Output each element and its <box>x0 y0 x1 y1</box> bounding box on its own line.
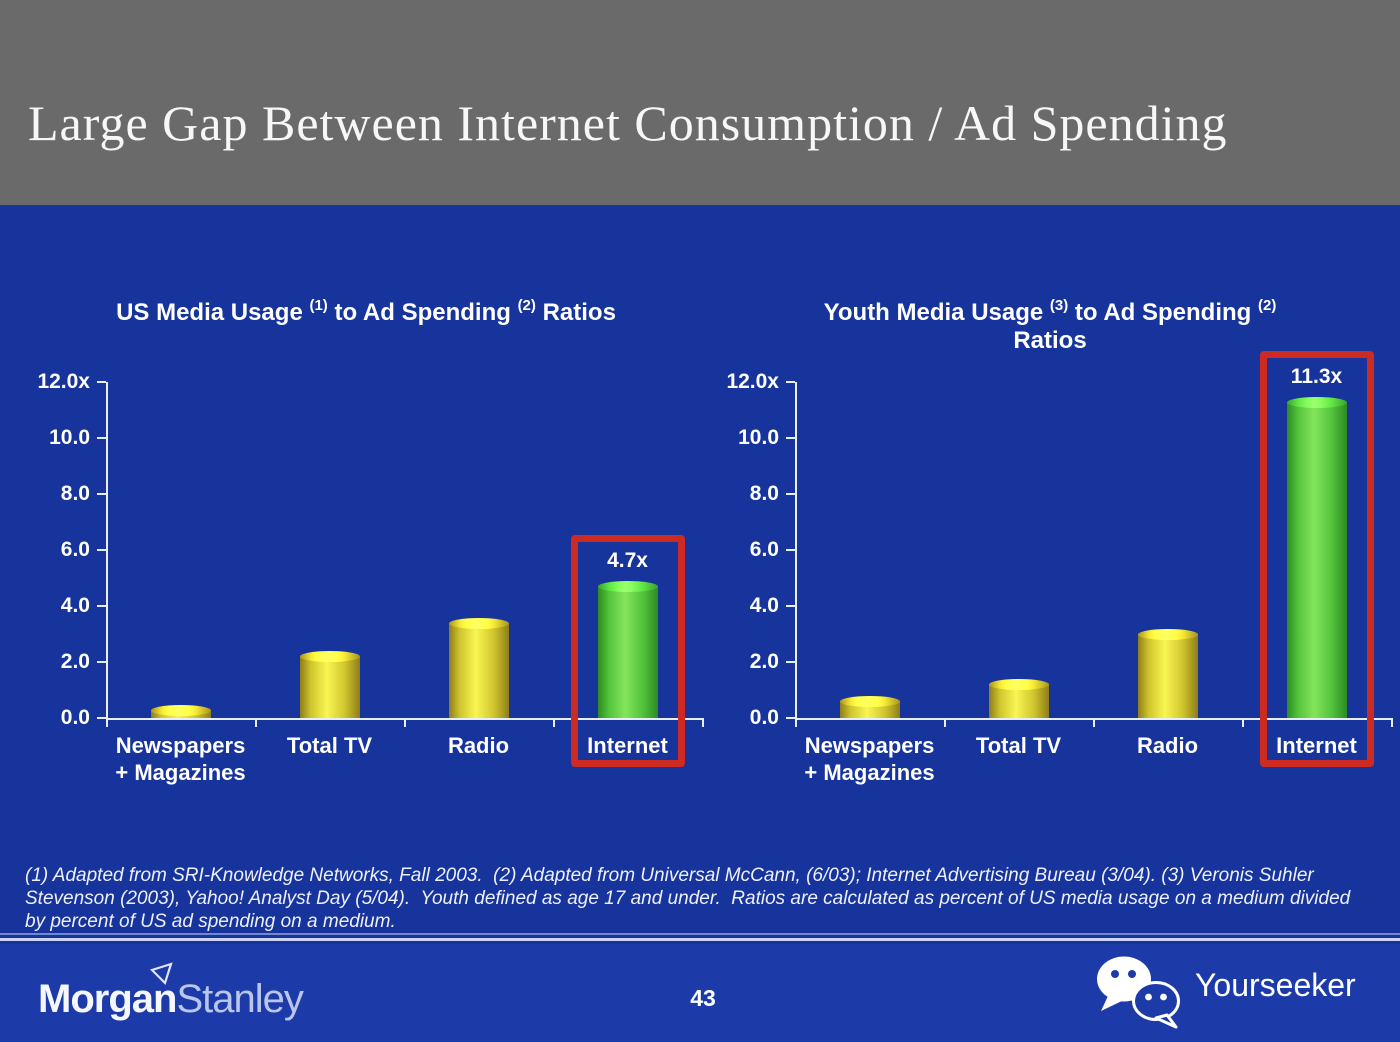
bar-newspapers-magazines <box>839 701 900 718</box>
separator-line-thick <box>0 938 1400 941</box>
slide-header: Large Gap Between Internet Consumption /… <box>0 0 1400 205</box>
bar-value-label: 4.7x <box>607 549 648 573</box>
chart-title-text: Ratios <box>535 299 616 326</box>
bar-radio <box>448 622 509 718</box>
bar-total-tv <box>299 656 360 718</box>
y-axis-tick-label: 10.0 <box>738 426 779 449</box>
chart-title-superscript: (3) <box>1049 297 1069 314</box>
chart-title-text: US Media Usage <box>116 299 310 326</box>
y-axis-tick-label: 12.0x <box>726 370 779 393</box>
footnote-line-3: by percent of US ad spending on a medium… <box>25 911 396 932</box>
y-axis-tick-label: 12.0x <box>37 370 90 393</box>
highlight-box <box>1259 350 1374 767</box>
y-axis-tick-label: 8.0 <box>749 482 779 505</box>
y-axis-tick <box>97 661 106 663</box>
x-axis-tick <box>553 718 555 727</box>
chart-title-superscript: (2) <box>1258 297 1277 314</box>
morgan-stanley-logo: MorganStanley <box>38 962 304 1022</box>
chart-title: US Media Usage (1) to Ad Spending (2) Ra… <box>26 292 706 328</box>
x-axis-tick <box>1093 718 1095 727</box>
chart-title-text: Youth Media Usage <box>823 299 1050 326</box>
x-axis-tick <box>1391 718 1393 727</box>
y-axis-tick <box>786 717 795 719</box>
y-axis-tick-label: 0.0 <box>60 706 90 729</box>
y-axis-tick <box>786 605 795 607</box>
brand: Yourseeker <box>1095 944 1385 1034</box>
category-label: Newspapers + Magazines <box>804 733 935 785</box>
y-axis-tick-label: 6.0 <box>749 538 779 561</box>
category-label: Newspapers + Magazines <box>115 733 246 785</box>
logo-morgan: Morgan <box>38 977 177 1021</box>
category-label: Internet <box>587 733 668 758</box>
brand-name: Yourseeker <box>1195 967 1356 1003</box>
category-label: Total TV <box>286 733 373 758</box>
y-axis-tick <box>786 381 795 383</box>
x-axis-tick <box>944 718 946 727</box>
chart-title: Youth Media Usage (3) to Ad Spending (2) <box>710 292 1390 328</box>
y-axis-tick <box>97 437 106 439</box>
chart-title-text: to Ad Spending <box>1068 299 1258 326</box>
y-axis-tick <box>97 605 106 607</box>
category-label: Radio <box>447 733 510 758</box>
y-axis-tick-label: 10.0 <box>49 426 90 449</box>
slide-title: Large Gap Between Internet Consumption /… <box>28 95 1228 151</box>
category-label: Radio <box>1136 733 1199 758</box>
footnote-line-2: Stevenson (2003), Yahoo! Analyst Day (5/… <box>25 888 1351 909</box>
x-axis-tick <box>106 718 108 727</box>
footnote-line-1: (1) Adapted from SRI-Knowledge Networks,… <box>25 865 1314 886</box>
y-axis-line <box>795 382 797 718</box>
x-axis-tick <box>1242 718 1244 727</box>
y-axis-tick-label: 8.0 <box>60 482 90 505</box>
highlight-box <box>570 535 685 767</box>
y-axis-tick <box>97 381 106 383</box>
bar-radio <box>1137 634 1198 718</box>
chart-title-superscript: (2) <box>517 297 536 314</box>
bar-newspapers-magazines <box>150 709 211 718</box>
y-axis-tick-label: 4.0 <box>60 594 90 617</box>
logo-stanley: Stanley <box>176 977 303 1021</box>
x-axis-tick <box>795 718 797 727</box>
chart-title-line2: Ratios <box>1013 327 1087 354</box>
y-axis-tick-label: 2.0 <box>60 650 90 673</box>
wechat-icon <box>1097 956 1180 1029</box>
y-axis-tick-label: 2.0 <box>749 650 779 673</box>
bar-value-label: 11.3x <box>1290 364 1343 388</box>
category-label: Total TV <box>975 733 1062 758</box>
y-axis-tick <box>786 661 795 663</box>
chart-title-text: to Ad Spending <box>327 299 518 326</box>
y-axis-tick <box>97 549 106 551</box>
x-axis-tick <box>404 718 406 727</box>
y-axis-tick-label: 6.0 <box>60 538 90 561</box>
slide-footer: MorganStanley 43 Yourseeker <box>0 944 1400 1042</box>
y-axis-tick <box>786 437 795 439</box>
y-axis-line <box>106 382 108 718</box>
y-axis-tick-label: 0.0 <box>749 706 779 729</box>
page-number: 43 <box>690 985 716 1011</box>
x-axis-tick <box>255 718 257 727</box>
category-label: Internet <box>1276 733 1357 758</box>
y-axis-tick <box>786 549 795 551</box>
y-axis-tick <box>97 717 106 719</box>
chart-title-superscript: (1) <box>309 297 328 314</box>
x-axis-tick <box>702 718 704 727</box>
bar-total-tv <box>988 684 1049 718</box>
separator-line-thin <box>0 933 1400 935</box>
bar-internet <box>1286 401 1347 718</box>
y-axis-tick <box>97 493 106 495</box>
bar-internet <box>597 586 658 718</box>
y-axis-tick-label: 4.0 <box>749 594 779 617</box>
y-axis-tick <box>786 493 795 495</box>
morgan-stanley-flag-icon <box>150 962 173 986</box>
footnote: (1) Adapted from SRI-Knowledge Networks,… <box>25 864 1350 933</box>
